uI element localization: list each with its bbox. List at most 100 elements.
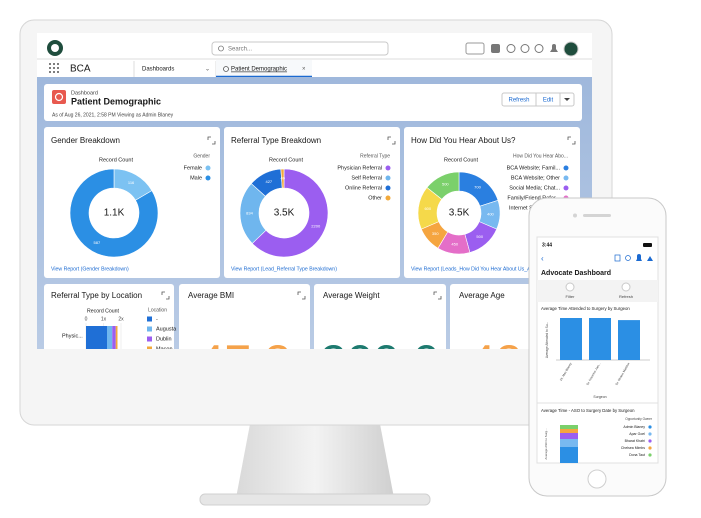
metric-value: 209.9 (320, 337, 440, 390)
refresh-button[interactable] (621, 282, 631, 292)
avatar[interactable] (563, 41, 579, 57)
legend-label: Female (184, 165, 202, 171)
legend-swatch (147, 346, 152, 349)
legend-label: BCA Website; Other (511, 175, 560, 181)
phone-home-button[interactable] (587, 469, 607, 489)
segment-label: 427 (265, 179, 272, 184)
search-box[interactable] (211, 41, 389, 56)
segment-label: 350 (432, 231, 439, 236)
menu-icon[interactable] (647, 256, 653, 261)
launcher-dot (49, 63, 51, 65)
dashboard-icon (52, 90, 66, 104)
back-button[interactable]: ‹ (541, 254, 544, 263)
bar-segment (115, 326, 118, 349)
edit-button[interactable]: Edit (543, 98, 554, 104)
x-axis-label: Surgeon (593, 395, 606, 399)
legend-swatch (385, 195, 391, 201)
launcher-dot (49, 67, 51, 69)
app-launcher[interactable] (49, 63, 59, 73)
legend-label: - (156, 316, 158, 322)
chart-title: Average Time Attended to Surgery by Surg… (541, 306, 630, 311)
measure-label: Record Count (444, 157, 478, 163)
bar-segment (560, 439, 578, 447)
segment-label: 450 (451, 241, 458, 246)
launcher-dot (57, 71, 59, 73)
monitor-base (199, 493, 431, 506)
legend-swatch (205, 175, 211, 181)
bar-segment (560, 433, 578, 439)
measure-label: Record Count (87, 308, 120, 314)
expand-icon[interactable] (567, 136, 576, 145)
legend-swatch (648, 432, 652, 436)
legend-label: Chelsea Mimbs (621, 446, 645, 450)
bar (618, 320, 640, 360)
help-icon[interactable] (506, 44, 516, 53)
notifications-icon[interactable] (636, 254, 642, 261)
donut-center-value: 3.5K (274, 208, 295, 219)
tab-menu[interactable]: ⌄ (205, 67, 210, 73)
expand-icon[interactable] (161, 291, 170, 300)
report-link[interactable]: View Report (Gender Breakdown) (51, 266, 129, 272)
widget-title: Average BMI (188, 291, 234, 300)
y-axis-label: Average Attended to Su... (545, 322, 549, 358)
favorites-button[interactable] (465, 42, 485, 55)
legend-title: Gender (193, 153, 210, 159)
add-button[interactable] (491, 44, 500, 53)
phone-title: Advocate Dashboard (541, 270, 611, 277)
bar-segment (560, 447, 578, 463)
dashboard-label: Dashboard (71, 90, 98, 96)
donut-center-value: 1.1K (104, 208, 125, 219)
filter-button[interactable] (565, 282, 575, 292)
legend-swatch (563, 165, 569, 171)
widget-card (179, 284, 310, 349)
report-link[interactable]: View Report (Lead_Referral Type Breakdow… (231, 266, 337, 272)
battery-icon (643, 243, 652, 247)
legend-label: Other (368, 195, 382, 201)
category-label: Physic... (62, 333, 83, 339)
expand-icon[interactable] (433, 291, 442, 300)
setup-icon[interactable] (520, 44, 530, 53)
widget-title: Average Weight (323, 291, 380, 300)
report-link[interactable]: View Report (Leads_How Did You Hear Abou… (411, 266, 533, 272)
widget-card (44, 127, 220, 278)
active-tab[interactable] (216, 60, 312, 77)
widget-card (314, 284, 446, 349)
app-name: BCA (70, 64, 91, 75)
settings-icon[interactable] (534, 44, 544, 53)
tab-icon (223, 66, 229, 72)
widget-title: Referral Type Breakdown (231, 136, 321, 145)
legend-swatch (147, 326, 152, 332)
tab[interactable]: Patient Demographic (231, 67, 287, 73)
expand-icon[interactable] (297, 291, 306, 300)
action-label: Filter (566, 294, 576, 299)
widget-title: Referral Type by Location (51, 291, 142, 300)
tab[interactable]: Dashboards (142, 67, 174, 73)
legend-swatch (648, 439, 652, 443)
dashboard-header (44, 84, 582, 121)
legend-swatch (147, 316, 152, 322)
search-icon[interactable] (625, 255, 631, 261)
legend-label: Male (190, 175, 202, 181)
bar (589, 318, 611, 360)
segment-label: 40 (281, 176, 286, 181)
org-logo-inner (51, 44, 59, 52)
more-actions[interactable] (564, 98, 570, 101)
expand-icon[interactable] (207, 136, 216, 145)
launcher-dot (57, 63, 59, 65)
legend-label: Dublin (156, 336, 172, 342)
share-icon[interactable] (614, 254, 621, 262)
tab-close[interactable]: × (302, 67, 306, 73)
refresh-button[interactable]: Refresh (508, 98, 529, 104)
widget-title: Gender Breakdown (51, 136, 120, 145)
notifications-icon[interactable] (550, 44, 558, 52)
legend-swatch (648, 446, 652, 450)
launcher-dot (53, 67, 55, 69)
bar-segment (560, 425, 578, 429)
widgets: Gender Breakdown Record Count Gender Female… (44, 127, 581, 390)
segment-label: 834 (246, 211, 253, 216)
legend-label: Online Referral (345, 185, 382, 191)
segment-label: 116 (128, 180, 135, 185)
expand-icon[interactable] (387, 136, 396, 145)
legend-label: BCA Website; Famil... (507, 165, 561, 171)
legend-label: Family/Friend Refer... (507, 195, 560, 201)
